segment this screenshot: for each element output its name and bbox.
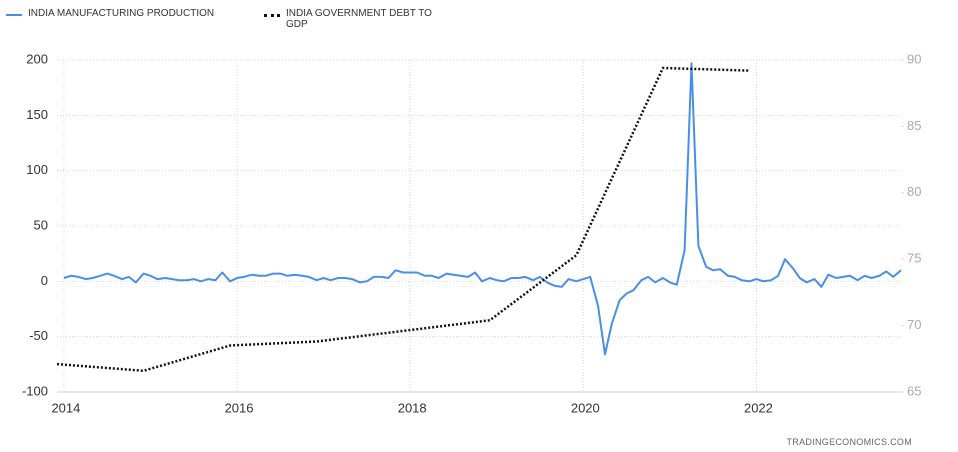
- line-series: [56, 66, 750, 373]
- y-tick-label: 200: [26, 51, 48, 66]
- y2-tick-label: 90: [907, 51, 921, 66]
- legend-label: INDIA GOVERNMENT DEBT TO GDP: [286, 8, 432, 30]
- x-tick-label: 2014: [51, 400, 80, 415]
- y-tick-label: 50: [34, 217, 48, 232]
- y2-tick-label: 85: [907, 118, 921, 133]
- x-tick-label: 2016: [225, 400, 254, 415]
- y2-tick-label: 75: [907, 251, 921, 266]
- legend-swatch: [6, 14, 22, 16]
- x-tick-label: 2022: [744, 400, 773, 415]
- legend-item: INDIA GOVERNMENT DEBT TO GDP: [264, 8, 456, 30]
- x-tick-label: 2020: [571, 400, 600, 415]
- y-tick-label: -50: [29, 328, 48, 343]
- x-tick-label: 2018: [398, 400, 427, 415]
- y2-tick-label: 70: [907, 317, 921, 332]
- line-series: [63, 62, 902, 356]
- legend-item: INDIA MANUFACTURING PRODUCTION: [6, 8, 258, 19]
- y-tick-label: -100: [22, 383, 48, 398]
- y-tick-label: 150: [26, 107, 48, 122]
- source: TRADINGECONOMICS.COM: [786, 437, 912, 447]
- y2-tick-label: 80: [907, 184, 921, 199]
- legend-label: INDIA MANUFACTURING PRODUCTION: [28, 8, 215, 19]
- y-tick-label: 100: [26, 162, 48, 177]
- legend-swatch: [264, 14, 280, 17]
- y-tick-label: 0: [41, 273, 48, 288]
- y2-tick-label: 65: [907, 383, 921, 398]
